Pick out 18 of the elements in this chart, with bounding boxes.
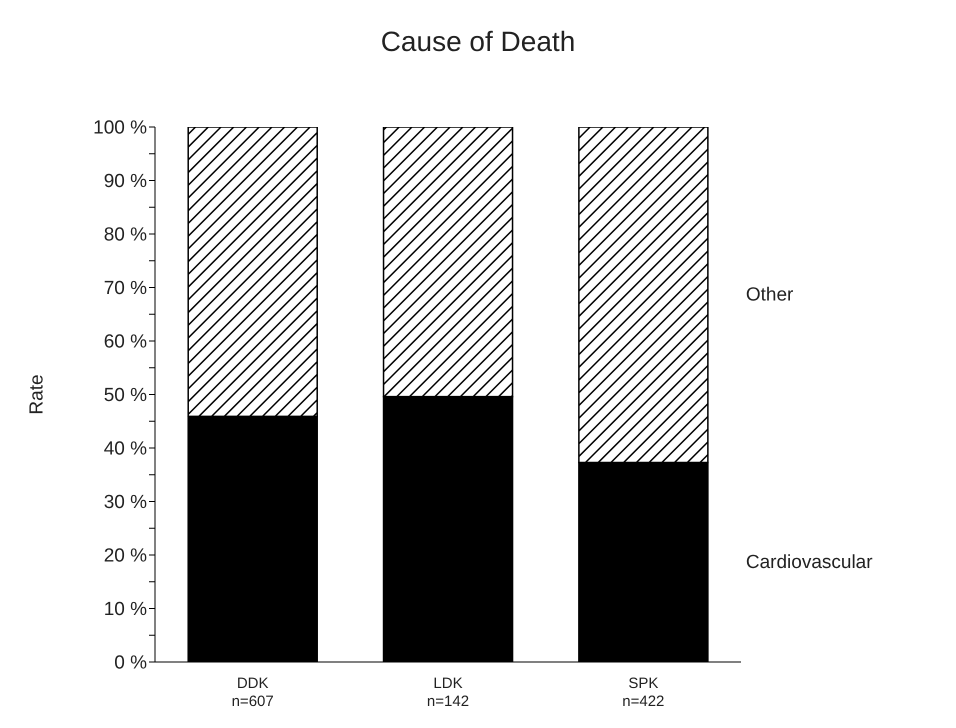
y-axis-title: Rate: [26, 374, 48, 415]
y-tick-label: 0 %: [114, 652, 148, 674]
y-tick-label: 60 %: [104, 332, 148, 353]
series-label: Other: [746, 284, 794, 306]
y-tick-label: 30 %: [104, 492, 148, 514]
x-tick-label: DDK n=607: [232, 675, 274, 710]
y-tick-label: 70 %: [104, 278, 148, 300]
y-tick-label: 100 %: [93, 118, 148, 139]
y-tick-label: 10 %: [104, 599, 148, 620]
x-tick-label: LDK n=142: [426, 675, 470, 710]
y-tick-label: 40 %: [104, 438, 148, 460]
y-tick-label: 90 %: [104, 171, 148, 192]
y-tick-label: 20 %: [104, 546, 148, 567]
series-label: Cardiovascular: [746, 552, 874, 574]
x-tick-label: SPK n=422: [622, 675, 664, 710]
chart-title: Cause of Death: [380, 26, 576, 58]
y-tick-label: 50 %: [104, 385, 148, 406]
y-tick-label: 80 %: [104, 224, 148, 246]
